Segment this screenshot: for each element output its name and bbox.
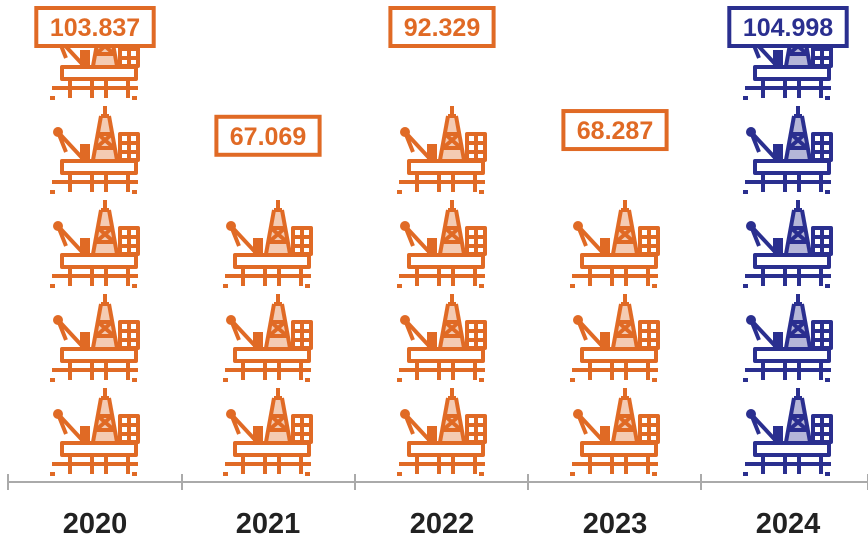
value-label-2021: 67.069 xyxy=(216,117,319,155)
icon-column-2022 xyxy=(397,12,485,476)
oil-rig-icon xyxy=(570,294,658,382)
x-tick-label-2023: 2023 xyxy=(583,508,648,538)
oil-rig-icon xyxy=(743,200,831,288)
x-tick-label-2022: 2022 xyxy=(410,508,475,538)
oil-rig-icon xyxy=(223,294,311,382)
value-label-2023: 68.287 xyxy=(563,111,666,149)
value-label-text: 103.837 xyxy=(50,14,140,42)
oil-rig-icon xyxy=(743,294,831,382)
value-label-text: 104.998 xyxy=(743,14,833,42)
icon-stacks xyxy=(50,0,831,476)
oil-rig-icon xyxy=(397,106,485,194)
oil-rig-icon xyxy=(397,294,485,382)
oil-rig-icon-partial xyxy=(743,0,831,6)
value-label-2022: 92.329 xyxy=(390,8,493,46)
oil-rig-icon xyxy=(50,388,138,476)
oil-rig-icon-partial xyxy=(50,0,138,6)
oil-rig-icon xyxy=(223,200,311,288)
value-label-text: 67.069 xyxy=(230,123,306,151)
oil-rig-icon xyxy=(743,106,831,194)
oil-rig-icon xyxy=(570,200,658,288)
x-axis-ticks: 2020 2021 2022 2023 2024 xyxy=(8,474,868,538)
value-label-text: 92.329 xyxy=(404,14,480,42)
icon-column-2023 xyxy=(570,106,658,476)
oil-rig-icon xyxy=(743,388,831,476)
oil-rig-icon xyxy=(397,200,485,288)
oil-rig-icon xyxy=(50,106,138,194)
icon-column-2020 xyxy=(50,0,138,476)
x-tick-label-2020: 2020 xyxy=(63,508,128,538)
icon-column-2024 xyxy=(743,0,831,476)
oil-rig-icon xyxy=(50,200,138,288)
x-tick-label-2024: 2024 xyxy=(756,508,821,538)
icon-column-2021 xyxy=(223,106,311,476)
value-label-2020: 103.837 xyxy=(36,8,153,46)
value-label-2024: 104.998 xyxy=(729,8,846,46)
value-label-text: 68.287 xyxy=(577,117,653,145)
x-tick-label-2021: 2021 xyxy=(236,508,301,538)
oil-rig-icon xyxy=(397,388,485,476)
value-labels: 103.837 67.069 92.329 68.287 104.998 xyxy=(36,8,846,155)
oil-rig-icon xyxy=(50,294,138,382)
oil-rig-icon xyxy=(223,388,311,476)
oil-rig-icon xyxy=(570,388,658,476)
